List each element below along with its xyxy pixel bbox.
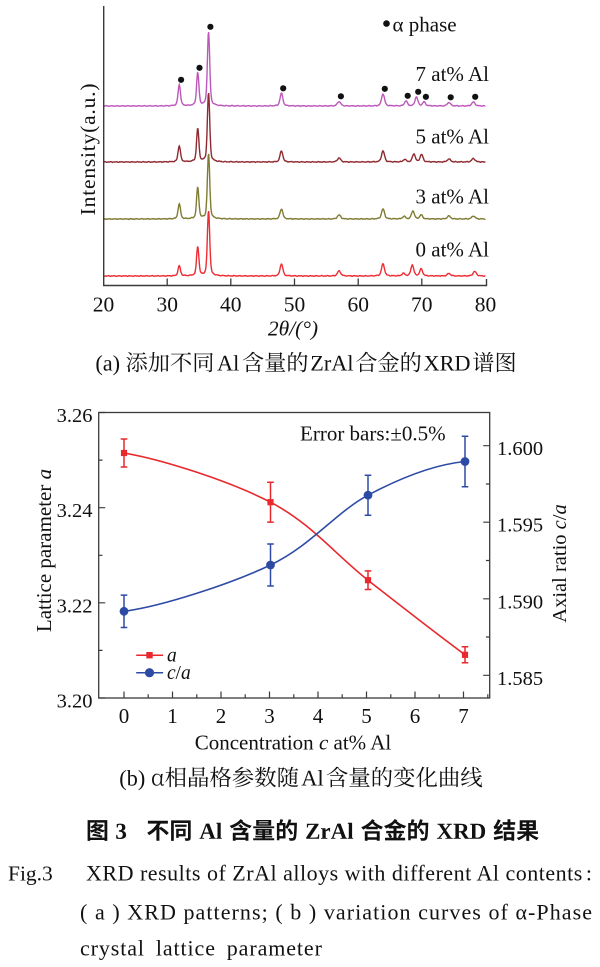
svg-text:3.26: 3.26 bbox=[57, 405, 93, 427]
svg-text:60: 60 bbox=[347, 293, 369, 317]
svg-text:crystal lattice parameter: crystal lattice parameter bbox=[80, 935, 323, 960]
svg-text:1.595: 1.595 bbox=[497, 515, 543, 537]
svg-text:2θ/(°): 2θ/(°) bbox=[268, 316, 318, 340]
svg-text:3.24: 3.24 bbox=[57, 500, 93, 522]
svg-text:0 at% Al: 0 at% Al bbox=[416, 238, 490, 262]
svg-text:70: 70 bbox=[411, 293, 433, 317]
svg-text:a: a bbox=[181, 663, 191, 684]
svg-text:80: 80 bbox=[475, 293, 497, 317]
svg-text:1: 1 bbox=[167, 704, 178, 728]
svg-text:1.585: 1.585 bbox=[497, 668, 543, 690]
svg-text:Axial ratio c/a: Axial ratio c/a bbox=[549, 504, 571, 622]
svg-text:7: 7 bbox=[458, 704, 469, 728]
svg-text:5: 5 bbox=[361, 704, 372, 728]
svg-text:c: c bbox=[167, 663, 176, 684]
svg-text:Fig.3: Fig.3 bbox=[8, 861, 53, 885]
svg-text:40: 40 bbox=[220, 293, 242, 317]
svg-text:3: 3 bbox=[264, 704, 275, 728]
svg-text:α phase: α phase bbox=[393, 13, 457, 37]
svg-text:Lattice parameter a: Lattice parameter a bbox=[32, 469, 56, 632]
svg-text:2: 2 bbox=[216, 704, 227, 728]
svg-text:6: 6 bbox=[410, 704, 421, 728]
svg-text:3.20: 3.20 bbox=[57, 691, 93, 713]
svg-text:5 at% Al: 5 at% Al bbox=[416, 124, 490, 148]
svg-text:0: 0 bbox=[119, 704, 130, 728]
svg-text:1.600: 1.600 bbox=[497, 438, 543, 460]
svg-text:50: 50 bbox=[284, 293, 306, 317]
svg-text:4: 4 bbox=[313, 704, 324, 728]
svg-text:7 at% Al: 7 at% Al bbox=[416, 62, 490, 86]
svg-text:30: 30 bbox=[156, 293, 178, 317]
svg-text:1.590: 1.590 bbox=[497, 591, 543, 613]
svg-text:3.22: 3.22 bbox=[57, 595, 93, 617]
svg-text:Intensity(a.u.): Intensity(a.u.) bbox=[76, 83, 100, 216]
svg-text:/: / bbox=[176, 663, 182, 684]
svg-text:20: 20 bbox=[93, 293, 115, 317]
svg-text:( a ) XRD patterns; ( b ) vari: ( a ) XRD patterns; ( b ) variation curv… bbox=[80, 899, 592, 924]
svg-text:3 at% Al: 3 at% Al bbox=[416, 184, 490, 208]
svg-text:Error bars:±0.5%: Error bars:±0.5% bbox=[300, 421, 446, 445]
svg-text:XRD results of ZrAl alloys wit: XRD results of ZrAl alloys with differen… bbox=[86, 860, 592, 885]
svg-text:Concentration c at% Al: Concentration c at% Al bbox=[195, 731, 392, 755]
svg-text:a: a bbox=[167, 646, 177, 667]
